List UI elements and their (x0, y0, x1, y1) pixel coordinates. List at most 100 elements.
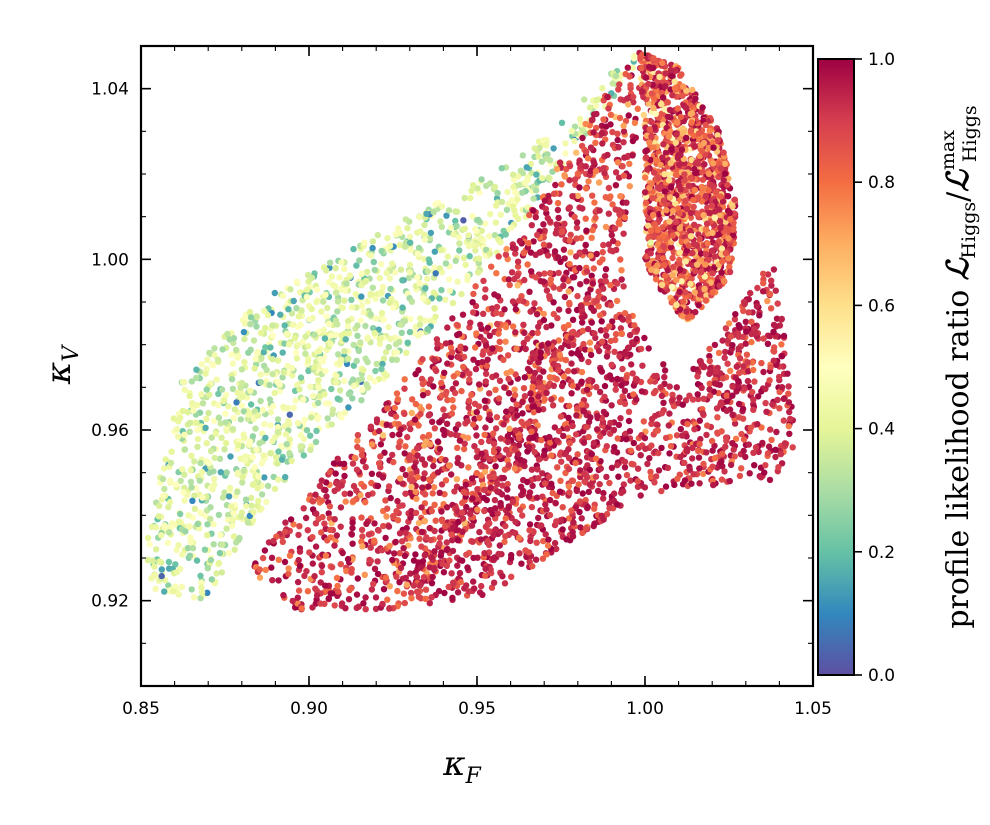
scatter-point (512, 529, 519, 537)
scatter-point (269, 322, 276, 329)
scatter-point (497, 528, 504, 535)
scatter-point (578, 401, 585, 408)
scatter-point (296, 562, 304, 569)
scatter-point (334, 308, 341, 315)
scatter-point (511, 392, 519, 399)
scatter-point (542, 205, 549, 213)
scatter-point (359, 533, 366, 540)
scatter-point (463, 503, 470, 511)
scatter-point (326, 259, 334, 266)
scatter-point (148, 523, 156, 531)
scatter-point (598, 338, 606, 345)
scatter-point (372, 315, 379, 322)
scatter-point (653, 372, 660, 380)
scatter-point (461, 440, 468, 447)
scatter-point (488, 584, 496, 591)
scatter-point (229, 385, 237, 392)
scatter-point (785, 423, 792, 430)
scatter-point (603, 332, 610, 339)
scatter-point (261, 307, 268, 315)
scatter-point (587, 414, 594, 421)
scatter-point (524, 365, 532, 373)
scatter-point (454, 589, 462, 596)
scatter-point (390, 458, 397, 466)
scatter-point (677, 306, 684, 313)
scatter-point (511, 445, 519, 453)
scatter-point (384, 405, 391, 412)
scatter-point (509, 498, 517, 506)
scatter-point (240, 408, 248, 415)
scatter-point (321, 391, 328, 398)
scatter-point (696, 480, 703, 487)
scatter-point (423, 210, 430, 217)
scatter-point (454, 322, 461, 329)
scatter-point (401, 385, 408, 392)
scatter-point (436, 445, 444, 453)
scatter-point (436, 534, 444, 541)
scatter-point (612, 380, 620, 388)
scatter-point (615, 86, 622, 93)
scatter-point (256, 566, 263, 573)
scatter-point (342, 336, 349, 343)
scatter-point (245, 411, 252, 418)
scatter-point (711, 442, 718, 449)
scatter-point (601, 382, 609, 390)
scatter-point (337, 561, 344, 568)
scatter-point (463, 551, 470, 558)
scatter-point (615, 473, 622, 480)
scatter-point (237, 513, 245, 520)
scatter-point (247, 387, 254, 394)
scatter-point (745, 441, 752, 448)
scatter-point (764, 271, 772, 278)
scatter-point (498, 310, 505, 318)
scatter-point (337, 523, 344, 530)
scatter-point (568, 477, 576, 484)
scatter-point (538, 436, 545, 444)
scatter-point (280, 403, 287, 411)
scatter-point (482, 342, 490, 349)
scatter-point (206, 469, 213, 476)
scatter-point (566, 260, 573, 268)
scatter-point (353, 262, 360, 269)
scatter-point (583, 268, 591, 275)
scatter-point (198, 579, 205, 586)
scatter-point (427, 229, 435, 237)
scatter-point (590, 265, 597, 272)
scatter-point (481, 468, 489, 475)
scatter-point (600, 285, 607, 292)
scatter-point (211, 481, 218, 488)
scatter-point (311, 364, 318, 371)
scatter-point (524, 261, 531, 268)
scatter-point (536, 374, 543, 381)
scatter-point (421, 460, 429, 468)
scatter-point (393, 508, 400, 515)
scatter-point (576, 498, 584, 505)
scatter-point (559, 526, 566, 533)
scatter-point (673, 432, 681, 439)
scatter-point (359, 386, 366, 394)
scatter-point (625, 101, 632, 108)
scatter-point (166, 498, 174, 506)
scatter-point (269, 356, 276, 363)
scatter-point (508, 406, 515, 413)
scatter-point (181, 378, 188, 386)
scatter-point (731, 420, 739, 427)
scatter-point (261, 547, 269, 554)
scatter-point (340, 460, 348, 467)
scatter-point (787, 415, 794, 423)
scatter-point (181, 446, 189, 453)
scatter-point (722, 348, 729, 356)
scatter-point (293, 305, 300, 312)
scatter-point (574, 292, 581, 300)
scatter-point (367, 544, 374, 551)
scatter-point (443, 212, 450, 219)
scatter-point (341, 472, 348, 480)
scatter-point (234, 389, 241, 396)
scatter-point (571, 213, 578, 221)
scatter-point (288, 457, 295, 464)
scatter-point (230, 533, 238, 540)
scatter-point (509, 203, 517, 210)
scatter-point (431, 564, 438, 572)
scatter-point (750, 449, 757, 456)
scatter-point (175, 518, 183, 525)
